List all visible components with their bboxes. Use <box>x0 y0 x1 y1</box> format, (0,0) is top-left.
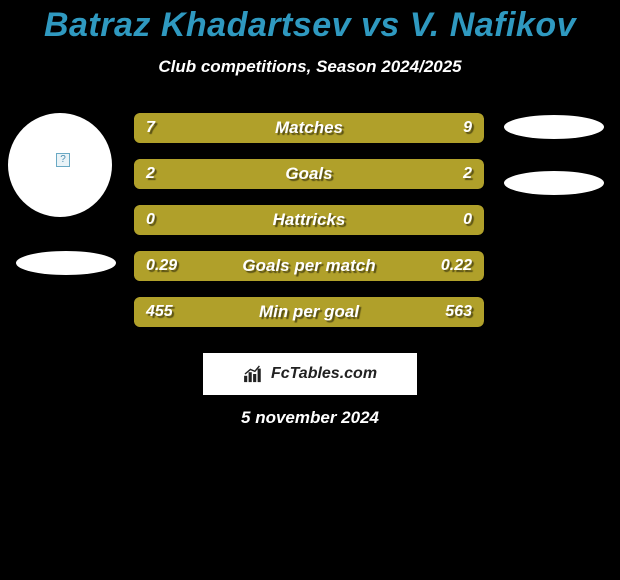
stat-bar-left <box>134 205 309 235</box>
stat-value-left: 0.29 <box>146 251 177 281</box>
stat-value-right: 2 <box>463 159 472 189</box>
stat-value-left: 0 <box>146 205 155 235</box>
player-left: ? <box>8 113 116 275</box>
source-badge-text: FcTables.com <box>271 365 377 383</box>
stat-row: 00Hattricks <box>134 205 484 235</box>
chart-icon <box>243 365 265 383</box>
stat-value-left: 7 <box>146 113 155 143</box>
page-title: Batraz Khadartsev vs V. Nafikov <box>0 0 620 45</box>
stat-bars: 79Matches22Goals00Hattricks0.290.22Goals… <box>134 113 484 343</box>
date-text: 5 november 2024 <box>0 408 620 428</box>
stat-value-left: 455 <box>146 297 173 327</box>
stat-bar-left <box>134 113 281 143</box>
stat-row: 79Matches <box>134 113 484 143</box>
stat-bar-left <box>134 159 309 189</box>
stat-value-right: 0.22 <box>441 251 472 281</box>
stat-value-left: 2 <box>146 159 155 189</box>
player-right <box>504 115 612 195</box>
stat-value-right: 563 <box>445 297 472 327</box>
stat-row: 22Goals <box>134 159 484 189</box>
subtitle: Club competitions, Season 2024/2025 <box>0 57 620 77</box>
avatar-left: ? <box>8 113 112 217</box>
image-placeholder-icon: ? <box>56 153 70 167</box>
team-ellipse-right <box>504 171 604 195</box>
avatar-ellipse-right <box>504 115 604 139</box>
stat-row: 0.290.22Goals per match <box>134 251 484 281</box>
source-badge: FcTables.com <box>202 352 418 396</box>
stat-row: 455563Min per goal <box>134 297 484 327</box>
team-ellipse-left <box>16 251 116 275</box>
stat-value-right: 0 <box>463 205 472 235</box>
stat-value-right: 9 <box>463 113 472 143</box>
